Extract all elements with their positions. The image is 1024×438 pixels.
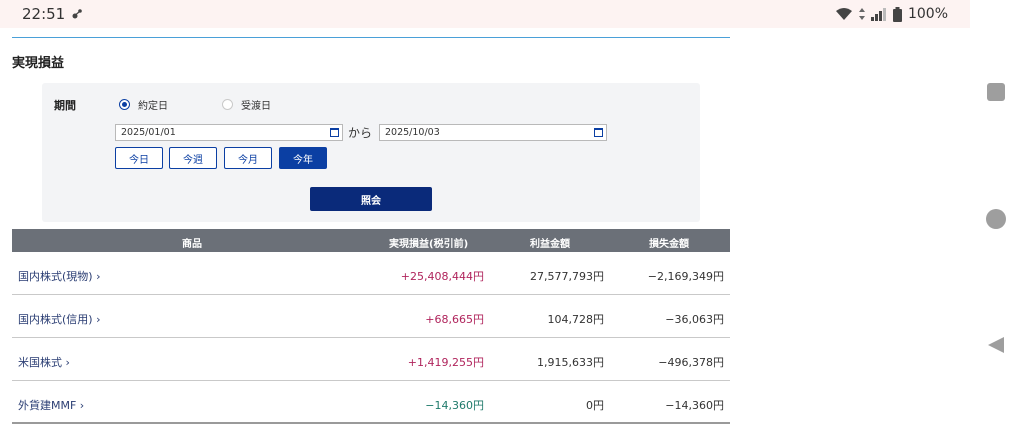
product-link[interactable]: 国内株式(信用) ›	[18, 313, 101, 326]
product-link[interactable]: 外貨建MMF ›	[18, 399, 85, 412]
this-week-button[interactable]: 今週	[169, 147, 217, 169]
battery-level: 100%	[907, 6, 948, 22]
table-row[interactable]: 米国株式 › +1,419,255円 1,915,633円 −496,378円	[12, 338, 730, 381]
radio-dot	[119, 99, 130, 110]
profit-value: 0円	[586, 399, 604, 412]
status-left: 22:51	[22, 5, 83, 23]
filter-panel: 期間 約定日 受渡日 2025/01/01 から 2025/10/03 今日 今…	[42, 83, 700, 222]
data-arrows-icon	[858, 8, 865, 20]
radio-dot	[222, 99, 233, 110]
realized-pl-table: 商品 実現損益(税引前) 利益金額 損失金額 国内株式(現物) › +25,40…	[12, 229, 730, 424]
profit-value: 27,577,793円	[530, 270, 604, 283]
header-profit: 利益金額	[530, 239, 570, 250]
home-button[interactable]	[986, 209, 1006, 229]
calendar-icon[interactable]	[330, 128, 339, 137]
profit-value: 104,728円	[547, 313, 605, 326]
back-button[interactable]	[986, 335, 1006, 355]
product-link[interactable]: 国内株式(現物) ›	[18, 270, 101, 283]
clock: 22:51	[22, 5, 66, 23]
loss-value: −14,360円	[665, 399, 724, 412]
loss-value: −36,063円	[665, 313, 724, 326]
table-row[interactable]: 外貨建MMF › −14,360円 0円 −14,360円	[12, 381, 730, 424]
header-divider	[12, 37, 730, 38]
radio-trade-date[interactable]: 約定日	[119, 97, 168, 112]
date-to-input[interactable]: 2025/10/03	[379, 124, 607, 141]
radio-label: 約定日	[138, 101, 168, 112]
table-row[interactable]: 国内株式(信用) › +68,665円 104,728円 −36,063円	[12, 295, 730, 338]
notification-icon	[71, 8, 83, 20]
loss-value: −2,169,349円	[647, 270, 724, 283]
date-from-input[interactable]: 2025/01/01	[115, 124, 343, 141]
wifi-icon	[835, 7, 853, 21]
this-month-button[interactable]: 今月	[224, 147, 272, 169]
header-product: 商品	[182, 239, 202, 250]
today-button[interactable]: 今日	[115, 147, 163, 169]
status-bar: 22:51 100%	[0, 0, 970, 28]
profit-value: 1,915,633円	[537, 356, 604, 369]
from-label: から	[348, 126, 373, 140]
period-label: 期間	[54, 99, 76, 112]
inquiry-button[interactable]: 照会	[310, 187, 432, 211]
realized-value: +68,665円	[425, 313, 484, 326]
realized-value: +1,419,255円	[407, 356, 484, 369]
calendar-icon[interactable]	[594, 128, 603, 137]
status-right: 100%	[835, 6, 948, 22]
this-year-button[interactable]: 今年	[279, 147, 327, 169]
back-triangle-icon	[988, 337, 1004, 353]
battery-icon	[892, 6, 902, 22]
table-header: 商品 実現損益(税引前) 利益金額 損失金額	[12, 229, 730, 252]
page-title: 実現損益	[12, 56, 65, 71]
recents-button[interactable]	[987, 83, 1005, 101]
header-realized: 実現損益(税引前)	[389, 239, 469, 250]
header-loss: 損失金額	[649, 239, 689, 250]
radio-settlement-date[interactable]: 受渡日	[222, 97, 271, 112]
date-from-value: 2025/01/01	[121, 127, 176, 138]
date-to-value: 2025/10/03	[385, 127, 440, 138]
loss-value: −496,378円	[658, 356, 724, 369]
table-row[interactable]: 国内株式(現物) › +25,408,444円 27,577,793円 −2,1…	[12, 252, 730, 295]
signal-icon	[870, 7, 887, 21]
realized-value: −14,360円	[425, 399, 484, 412]
product-link[interactable]: 米国株式 ›	[18, 356, 70, 369]
radio-label: 受渡日	[241, 101, 271, 112]
realized-value: +25,408,444円	[400, 270, 484, 283]
